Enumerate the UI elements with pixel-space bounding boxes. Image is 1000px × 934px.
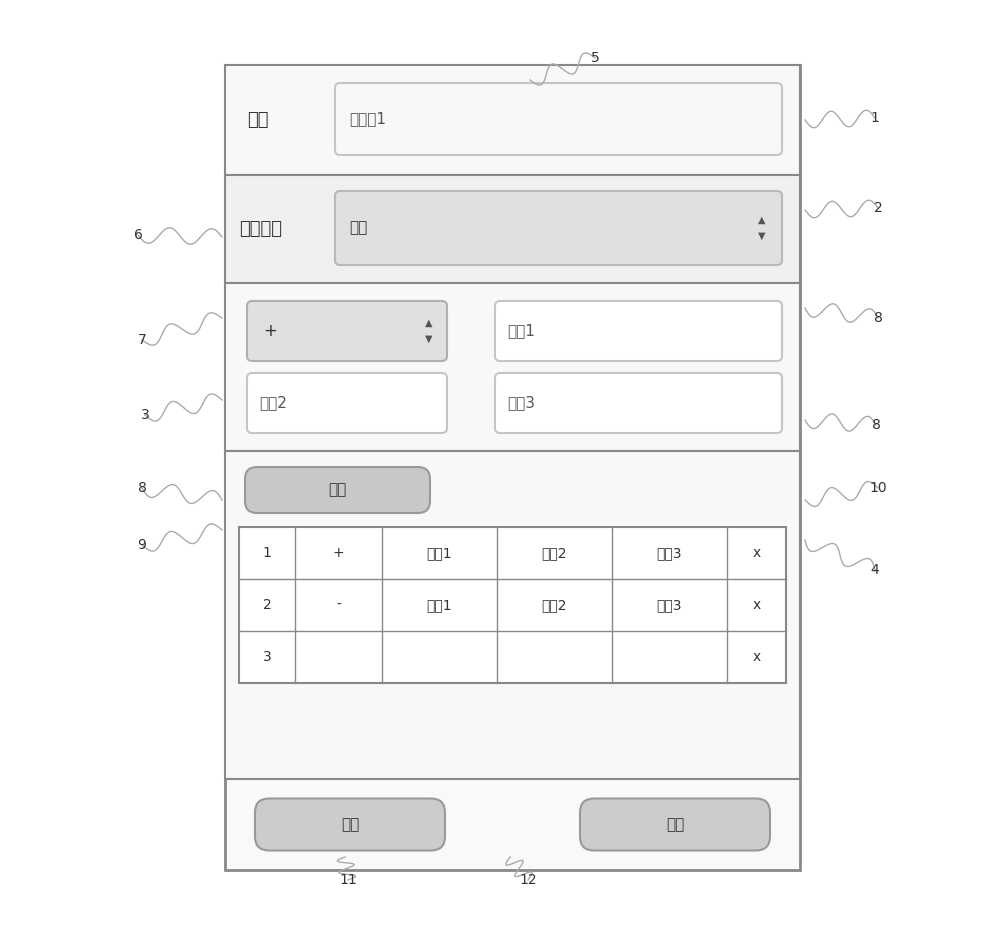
Bar (239, 527, 786, 683)
Text: 4: 4 (871, 563, 879, 577)
Text: 参数2: 参数2 (259, 395, 287, 411)
Text: 1: 1 (263, 546, 271, 560)
FancyBboxPatch shape (247, 301, 447, 361)
Text: 参数3: 参数3 (507, 395, 535, 411)
FancyBboxPatch shape (335, 83, 782, 155)
Text: x: x (752, 650, 761, 664)
Bar (225, 175, 800, 283)
Text: 8: 8 (874, 311, 882, 325)
Text: 参数2: 参数2 (542, 598, 567, 612)
Text: ▼: ▼ (758, 231, 766, 241)
Text: 1: 1 (871, 111, 879, 125)
Text: 12: 12 (519, 873, 537, 887)
Text: 按下: 按下 (349, 220, 367, 235)
FancyBboxPatch shape (335, 191, 782, 265)
FancyBboxPatch shape (245, 467, 430, 513)
Text: 9: 9 (138, 538, 146, 552)
Text: 8: 8 (138, 481, 146, 495)
Text: 3: 3 (141, 408, 149, 422)
Text: 2: 2 (263, 598, 271, 612)
Text: 参数1: 参数1 (427, 598, 452, 612)
Text: 参数2: 参数2 (542, 546, 567, 560)
Text: ▲: ▲ (425, 318, 433, 328)
Text: 2: 2 (874, 201, 882, 215)
Text: 名称: 名称 (247, 111, 268, 129)
Text: 添加: 添加 (328, 483, 347, 498)
Text: x: x (752, 546, 761, 560)
FancyBboxPatch shape (580, 799, 770, 851)
FancyBboxPatch shape (247, 373, 447, 433)
Text: x: x (752, 598, 761, 612)
Text: ▼: ▼ (425, 334, 433, 344)
Text: 3: 3 (263, 650, 271, 664)
FancyBboxPatch shape (495, 301, 782, 361)
Text: 参数1: 参数1 (507, 323, 535, 338)
Text: +: + (263, 322, 277, 340)
Text: 10: 10 (869, 481, 887, 495)
Text: 指令组1: 指令组1 (349, 111, 386, 126)
Bar (225, 283, 800, 451)
Text: 5: 5 (591, 51, 599, 65)
Bar (225, 451, 800, 779)
Text: ▲: ▲ (758, 215, 766, 225)
Text: -: - (336, 598, 341, 612)
Text: 6: 6 (134, 228, 142, 242)
FancyBboxPatch shape (255, 799, 445, 851)
Text: +: + (333, 546, 344, 560)
Text: 参数1: 参数1 (427, 546, 452, 560)
Bar (225, 65, 800, 175)
Text: 7: 7 (138, 333, 146, 347)
Text: 8: 8 (872, 418, 880, 432)
Text: 触发条件: 触发条件 (239, 220, 282, 238)
Text: 11: 11 (339, 873, 357, 887)
Text: 参数3: 参数3 (657, 598, 682, 612)
Bar (225, 65, 800, 870)
Text: 取消: 取消 (666, 817, 684, 832)
FancyBboxPatch shape (495, 373, 782, 433)
Text: 参数3: 参数3 (657, 546, 682, 560)
Text: 确认: 确认 (341, 817, 359, 832)
